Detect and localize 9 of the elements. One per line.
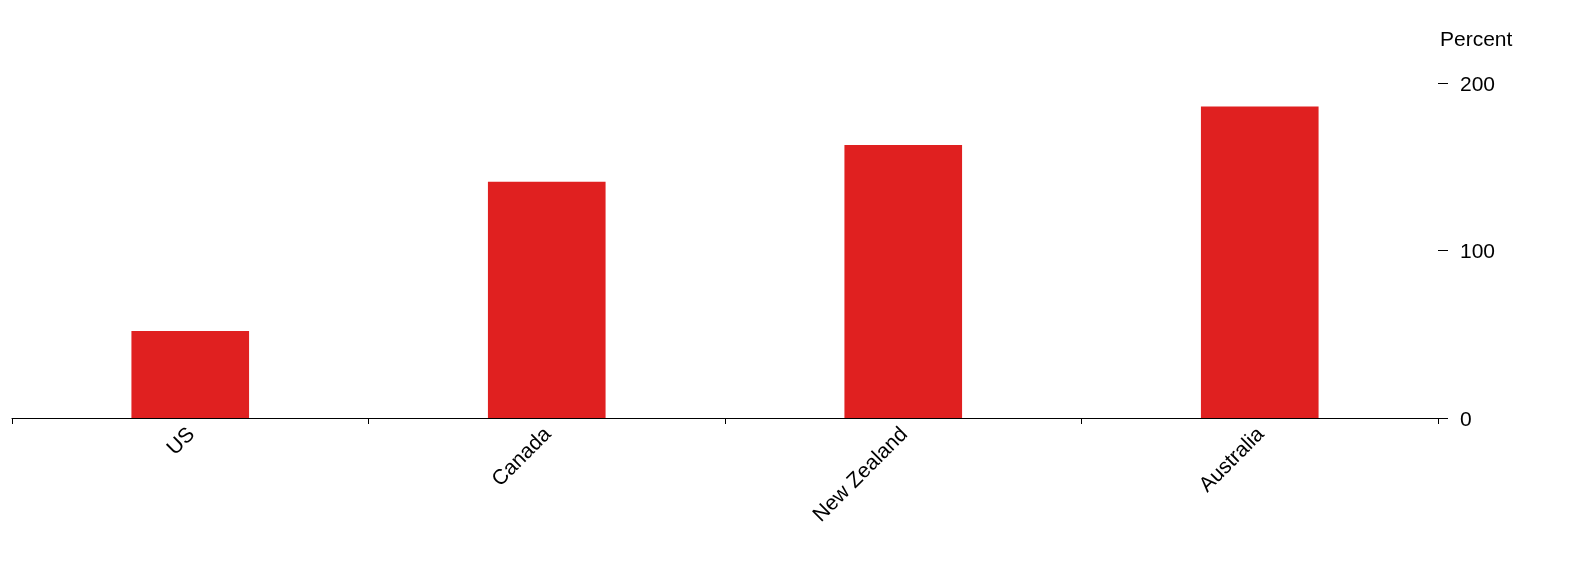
y-tick-label: 100	[1460, 239, 1496, 262]
bar	[131, 330, 250, 418]
x-tick-label: US	[161, 421, 199, 459]
bar	[1200, 106, 1319, 418]
y-tick-label: 0	[1460, 406, 1472, 430]
y-tick-label: 200	[1460, 71, 1496, 95]
bar	[487, 181, 606, 418]
bar	[844, 144, 963, 418]
y-axis-title: Percent	[1440, 27, 1513, 50]
